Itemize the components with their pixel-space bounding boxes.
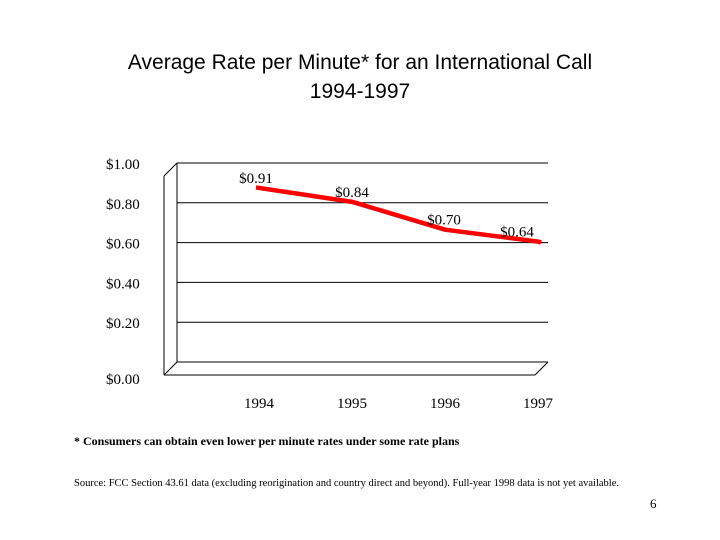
side-wall-top-edge bbox=[163, 162, 178, 177]
x-tick-label: 1994 bbox=[244, 396, 275, 412]
floor-right-edge bbox=[534, 361, 549, 376]
series-layer bbox=[255, 185, 542, 245]
x-tick-label: 1996 bbox=[430, 396, 461, 412]
footnote: * Consumers can obtain even lower per mi… bbox=[74, 434, 460, 448]
y-tick-label: $0.40 bbox=[106, 276, 140, 292]
data-label: $0.91 bbox=[239, 171, 273, 187]
chart-title: Average Rate per Minute* for an Internat… bbox=[127, 51, 593, 74]
y-tick-label: $0.80 bbox=[106, 197, 140, 213]
data-label: $0.84 bbox=[335, 185, 369, 201]
chart-subtitle: 1994-1997 bbox=[309, 80, 411, 103]
chart-title-block: Average Rate per Minute* for an Internat… bbox=[0, 48, 720, 106]
y-tick-label: $0.60 bbox=[106, 237, 140, 253]
x-tick-label: 1997 bbox=[523, 396, 554, 412]
data-label: $0.64 bbox=[500, 225, 534, 241]
y-tick-labels: $0.00 $0.20 $0.40 $0.60 $0.80 $1.00 bbox=[106, 157, 140, 388]
axis-layer bbox=[163, 162, 549, 376]
y-tick-label: $1.00 bbox=[106, 157, 140, 173]
side-wall-bottom-edge bbox=[163, 361, 178, 376]
grid-layer bbox=[177, 162, 548, 363]
series-line bbox=[255, 185, 542, 245]
source-note: Source: FCC Section 43.61 data (excludin… bbox=[74, 478, 619, 489]
y-tick-label: $0.20 bbox=[106, 316, 140, 332]
x-tick-label: 1995 bbox=[337, 396, 367, 412]
data-labels: $0.91 $0.84 $0.70 $0.64 bbox=[239, 171, 534, 241]
y-tick-label: $0.00 bbox=[106, 372, 140, 388]
page-number: 6 bbox=[650, 496, 657, 511]
x-tick-labels: 1994 1995 1996 1997 bbox=[244, 396, 554, 412]
data-label: $0.70 bbox=[427, 213, 461, 229]
